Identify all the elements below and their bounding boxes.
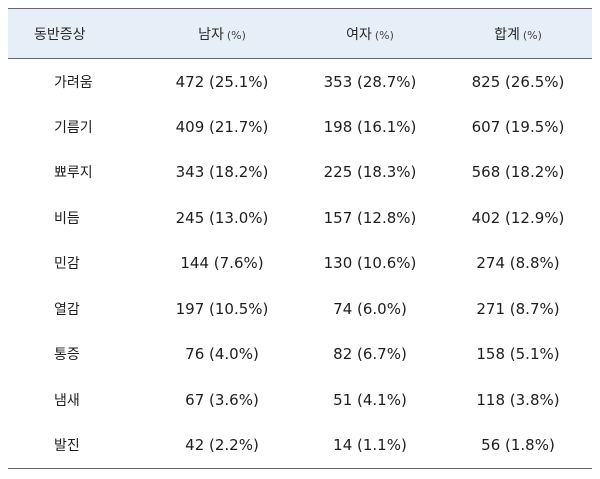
table-row: 기름기 409 (21.7%) 198 (16.1%) 607 (19.5%) — [8, 104, 592, 150]
header-female-unit: (%) — [374, 28, 394, 42]
female-cell: 157 (12.8%) — [323, 208, 417, 227]
female-cell: 82 (6.7%) — [333, 345, 407, 364]
male-cell: 76 (4.0%) — [185, 345, 259, 364]
header-male-unit: (%) — [226, 28, 246, 42]
male-cell: 472 (25.1%) — [175, 72, 269, 91]
female-cell: 225 (18.3%) — [323, 163, 417, 182]
table-row: 비듬 245 (13.0%) 157 (12.8%) 402 (12.9%) — [8, 195, 592, 241]
header-total: 합계 (%) — [444, 8, 592, 59]
header-female-label: 여자 — [346, 26, 372, 43]
header-total-label: 합계 — [494, 26, 520, 43]
female-cell: 130 (10.6%) — [323, 254, 417, 273]
symptom-cell: 냄새 — [54, 392, 80, 409]
table-row: 냄새 67 (3.6%) 51 (4.1%) 118 (3.8%) — [8, 377, 592, 423]
table-row: 통증 76 (4.0%) 82 (6.7%) 158 (5.1%) — [8, 332, 592, 378]
total-cell: 158 (5.1%) — [476, 345, 560, 364]
symptom-cell: 가려움 — [54, 74, 93, 91]
male-cell: 245 (13.0%) — [175, 208, 269, 227]
female-cell: 51 (4.1%) — [333, 390, 407, 409]
total-cell: 825 (26.5%) — [471, 72, 565, 91]
header-male: 남자 (%) — [148, 8, 296, 59]
female-cell: 14 (1.1%) — [296, 422, 444, 469]
male-cell: 343 (18.2%) — [175, 163, 269, 182]
header-row: 동반증상 남자 (%) 여자 (%) 합계 (%) — [8, 8, 592, 59]
symptom-cell: 열감 — [54, 301, 80, 318]
total-cell: 118 (3.8%) — [476, 390, 560, 409]
header-total-unit: (%) — [522, 28, 542, 42]
male-cell: 67 (3.6%) — [185, 390, 259, 409]
symptom-table: 동반증상 남자 (%) 여자 (%) 합계 (%) 가려움 472 (25.1%) 3… — [8, 8, 592, 469]
symptom-cell: 뾰루지 — [54, 165, 93, 182]
total-cell: 274 (8.8%) — [476, 254, 560, 273]
symptom-cell: 기름기 — [54, 119, 93, 136]
total-cell: 568 (18.2%) — [471, 163, 565, 182]
male-cell: 197 (10.5%) — [175, 299, 269, 318]
total-cell: 402 (12.9%) — [471, 208, 565, 227]
male-cell: 409 (21.7%) — [175, 117, 269, 136]
header-symptom: 동반증상 — [8, 8, 148, 59]
symptom-cell: 비듬 — [54, 210, 80, 227]
total-cell: 271 (8.7%) — [476, 299, 560, 318]
table-row: 가려움 472 (25.1%) 353 (28.7%) 825 (26.5%) — [8, 59, 592, 105]
table-body: 가려움 472 (25.1%) 353 (28.7%) 825 (26.5%) … — [8, 59, 592, 469]
total-cell: 56 (1.8%) — [444, 422, 592, 469]
male-cell: 42 (2.2%) — [148, 422, 296, 469]
female-cell: 198 (16.1%) — [323, 117, 417, 136]
table-header: 동반증상 남자 (%) 여자 (%) 합계 (%) — [8, 8, 592, 59]
symptom-cell: 민감 — [54, 256, 80, 273]
total-cell: 607 (19.5%) — [471, 117, 565, 136]
male-cell: 144 (7.6%) — [180, 254, 264, 273]
table-row: 뾰루지 343 (18.2%) 225 (18.3%) 568 (18.2%) — [8, 150, 592, 196]
header-male-label: 남자 — [198, 26, 224, 43]
header-symptom-label: 동반증상 — [34, 26, 86, 43]
female-cell: 353 (28.7%) — [323, 72, 417, 91]
symptom-cell: 통증 — [54, 347, 80, 364]
table-row: 민감 144 (7.6%) 130 (10.6%) 274 (8.8%) — [8, 241, 592, 287]
table-row: 발진 42 (2.2%) 14 (1.1%) 56 (1.8%) — [8, 422, 592, 469]
symptom-cell: 발진 — [8, 422, 148, 469]
header-female: 여자 (%) — [296, 8, 444, 59]
female-cell: 74 (6.0%) — [333, 299, 407, 318]
table-row: 열감 197 (10.5%) 74 (6.0%) 271 (8.7%) — [8, 286, 592, 332]
